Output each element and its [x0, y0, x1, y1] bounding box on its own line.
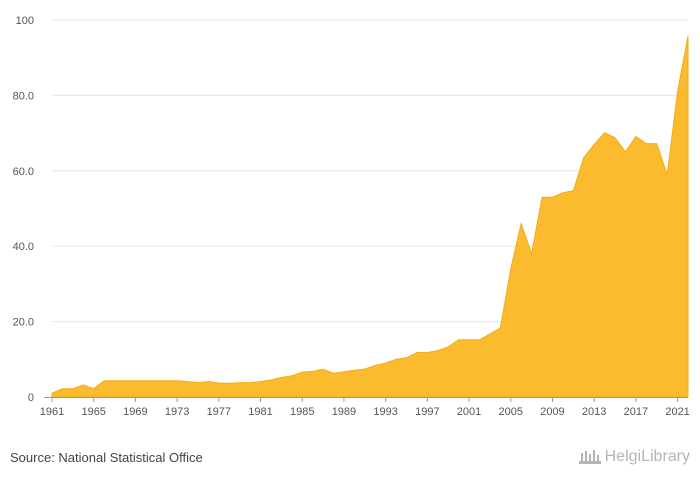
x-tick-label: 2005 — [499, 406, 523, 418]
series-area — [51, 35, 689, 398]
x-tick-label: 2013 — [582, 406, 606, 418]
y-tick-label: 40.0 — [13, 241, 34, 253]
x-tick-label: 1981 — [248, 406, 272, 418]
x-tick-label: 2001 — [457, 406, 481, 418]
y-axis-ticks: 0 20.0 40.0 60.0 80.0 100 — [13, 15, 34, 404]
area-chart: 0 20.0 40.0 60.0 80.0 100 1961 1965 1969 1973 197… — [13, 15, 690, 418]
logo-text: HelgiLibrary — [604, 448, 690, 465]
x-axis-ticks: 1961 1965 1969 1973 1977 1981 1985 1989 1993 1997… — [40, 397, 690, 418]
source-note: Source: National Statistical Office — [10, 450, 203, 465]
x-tick-label: 1977 — [207, 406, 231, 418]
x-tick-label: 2021 — [665, 406, 689, 418]
x-tick-label: 2009 — [540, 406, 564, 418]
x-tick-label: 1989 — [332, 406, 356, 418]
x-tick-label: 1993 — [373, 406, 397, 418]
x-tick-label: 2017 — [624, 406, 648, 418]
x-tick-label: 1997 — [415, 406, 439, 418]
helgi-library-logo: HelgiLibrary — [578, 448, 690, 466]
x-tick-label: 1961 — [40, 406, 64, 418]
y-tick-label: 60.0 — [13, 166, 34, 178]
y-tick-label: 80.0 — [13, 90, 34, 102]
y-tick-label: 100 — [16, 15, 34, 27]
x-tick-label: 1965 — [81, 406, 105, 418]
x-tick-label: 1973 — [165, 406, 189, 418]
x-tick-label: 1985 — [290, 406, 314, 418]
library-icon — [578, 450, 601, 464]
y-tick-label: 20.0 — [13, 317, 34, 329]
y-tick-label: 0 — [28, 392, 34, 404]
x-tick-label: 1969 — [123, 406, 147, 418]
